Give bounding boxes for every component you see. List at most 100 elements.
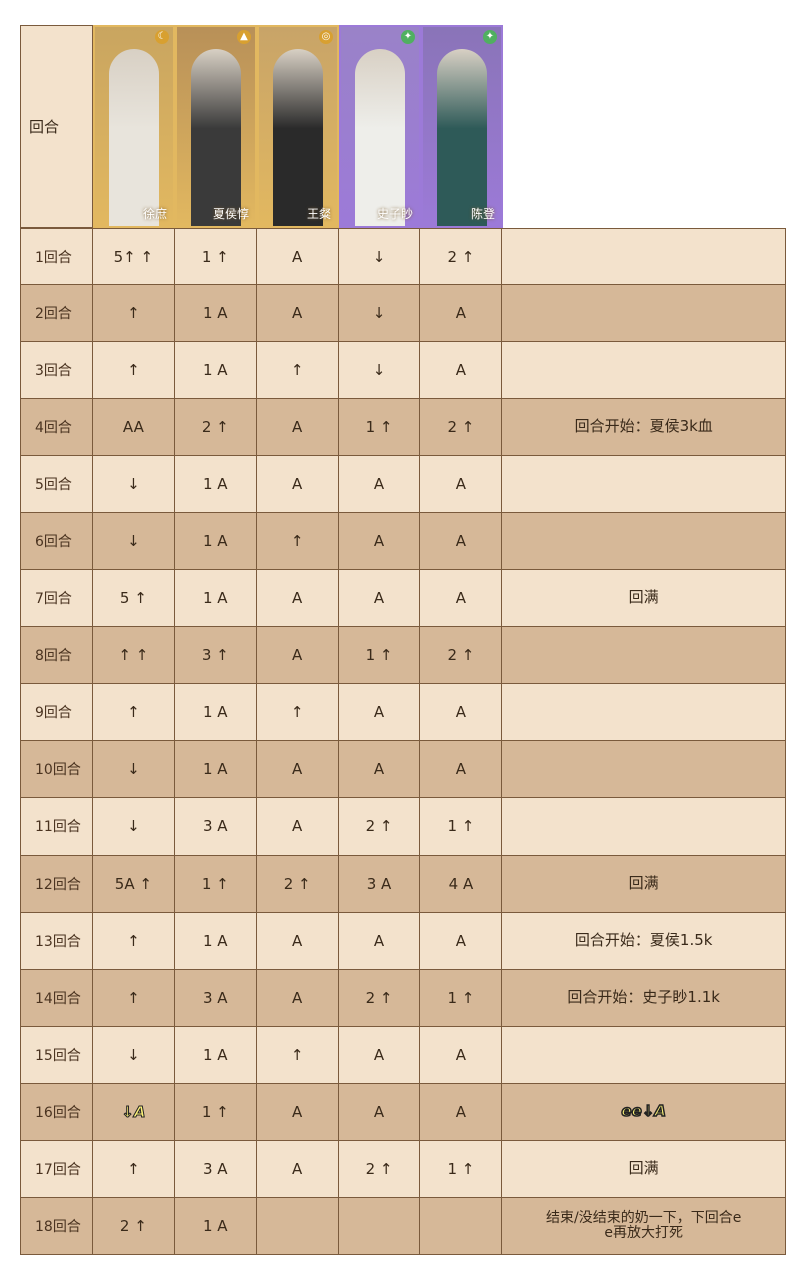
action-cell: 1 A [174,285,257,343]
character-name: 夏侯惇 [212,207,249,221]
action-cell: 2 ↑ [338,1140,421,1198]
round-cell: 12回合 [20,855,93,913]
action-cell: ↓ [92,798,175,856]
action-cell: A [256,570,339,628]
action-cell: 2 ↑ [420,228,503,286]
action-cell: 1 A [174,912,257,970]
round-cell: 6回合 [20,513,93,571]
note-cell [502,1026,786,1084]
table-row: 4回合 AA 2 ↑ A 1 ↑ 2 ↑ 回合开始：夏侯3k血 [20,399,786,457]
round-cell: 11回合 [20,798,93,856]
round-cell: 18回合 [20,1197,93,1255]
action-cell: A [256,285,339,343]
action-cell: 5↑ ↑ [92,228,175,286]
note-cell: ee↓A [502,1083,786,1141]
action-cell: A [338,912,421,970]
character-name: 史子眇 [376,207,413,221]
character-figure [191,49,241,226]
table-row: 3回合 ↑ 1 A ↑ ↓ A [20,342,786,400]
moon-icon: ☾ [155,30,169,44]
action-cell: 1 ↑ [420,969,503,1027]
round-cell: 15回合 [20,1026,93,1084]
action-cell: 1 ↑ [338,399,421,457]
table-row: 2回合 ↑ 1 A A ↓ A [20,285,786,343]
table-row: 15回合 ↓ 1 A ↑ A A [20,1026,786,1084]
action-cell: ↑ [92,342,175,400]
action-cell: ↑ ↑ [92,627,175,685]
character-figure [109,49,159,226]
action-cell: ↓ [92,513,175,571]
header-row: 回合 ☾ 徐庶 ▲ 夏侯惇 ◎ 王粲 ✦ 史子眇 ✦ 陈登 [20,25,786,228]
action-cell: AA [92,399,175,457]
note-cell: 回满 [502,855,786,913]
character-figure [437,49,487,226]
action-cell: A [420,570,503,628]
character-name: 王粲 [306,207,331,221]
action-cell: ↑ [92,285,175,343]
action-cell: ↑ [92,969,175,1027]
action-cell: 2 ↑ [174,399,257,457]
note-cell: 回合开始：夏侯3k血 [502,399,786,457]
round-cell: 7回合 [20,570,93,628]
table-row: 6回合 ↓ 1 A ↑ A A [20,513,786,571]
action-cell: 2 ↑ [420,627,503,685]
action-cell: A [338,1026,421,1084]
round-cell: 16回合 [20,1083,93,1141]
action-cell: 1 ↑ [174,1083,257,1141]
round-cell: 17回合 [20,1140,93,1198]
round-cell: 9回合 [20,684,93,742]
note-cell [502,684,786,742]
action-cell: A [338,684,421,742]
action-cell: 2 ↑ [420,399,503,457]
action-cell: A [420,342,503,400]
action-cell: A [256,627,339,685]
action-cell [420,1197,503,1255]
action-cell: ↓ [338,228,421,286]
action-cell: 5 ↑ [92,570,175,628]
action-cell: 4 A [420,855,503,913]
action-cell: 3 A [174,969,257,1027]
table-row: 1回合 5↑ ↑ 1 ↑ A ↓ 2 ↑ [20,228,786,286]
action-cell: 1 ↑ [174,855,257,913]
character-figure [355,49,405,226]
action-cell: 1 A [174,456,257,514]
action-cell: 3 A [174,1140,257,1198]
round-cell: 10回合 [20,741,93,799]
action-cell: 2 ↑ [256,855,339,913]
action-cell: 1 ↑ [338,627,421,685]
character-portrait: ◎ 王粲 [257,25,339,228]
action-cell: A [338,1083,421,1141]
note-cell: 结束/没结束的奶一下，下回合e e再放大打死 [502,1197,786,1255]
note-cell [502,342,786,400]
round-cell: 2回合 [20,285,93,343]
round-cell: 4回合 [20,399,93,457]
note-cell [502,741,786,799]
action-cell: ↓ [92,1026,175,1084]
action-cell: A [420,513,503,571]
action-cell: ↑ [92,684,175,742]
action-cell: 1 A [174,1197,257,1255]
action-cell: 5A ↑ [92,855,175,913]
action-cell: 2 ↑ [92,1197,175,1255]
action-cell: A [256,798,339,856]
action-cell: 3 A [338,855,421,913]
round-cell: 14回合 [20,969,93,1027]
action-cell: A [338,741,421,799]
note-cell: 回合开始：夏侯1.5k [502,912,786,970]
action-cell: A [256,1140,339,1198]
action-cell: A [420,1026,503,1084]
leaf-icon: ✦ [401,30,415,44]
action-cell: ↓ [92,741,175,799]
rotation-table: 回合 ☾ 徐庶 ▲ 夏侯惇 ◎ 王粲 ✦ 史子眇 ✦ 陈登 1回合 5↑ ↑ 1 ↑… [20,25,786,1255]
action-cell: A [256,399,339,457]
action-cell: 1 A [174,513,257,571]
character-name: 陈登 [470,207,495,221]
action-cell: ↑ [92,1140,175,1198]
action-cell: ↑ [256,342,339,400]
action-cell: A [420,285,503,343]
character-portrait: ☾ 徐庶 [93,25,175,228]
